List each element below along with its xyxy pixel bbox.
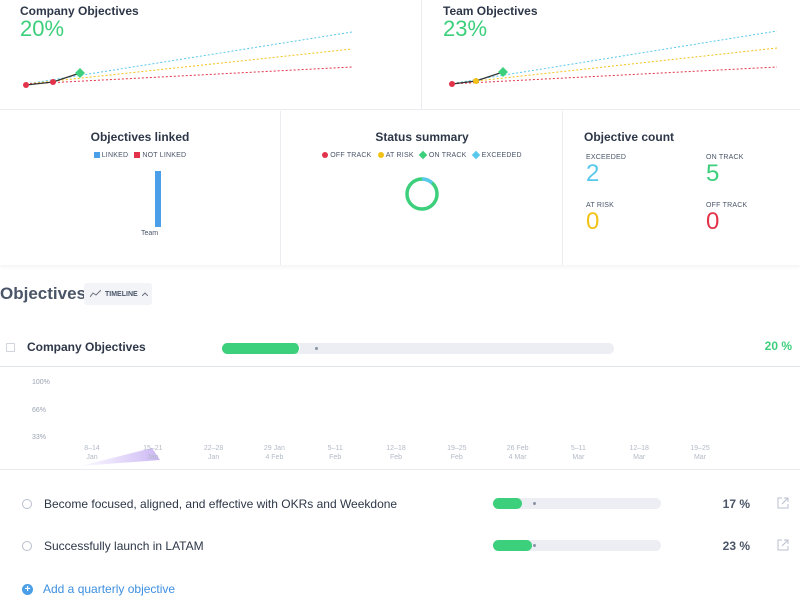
- objective-count-card: Objective count EXCEEDED 2 ON TRACK 5 AT…: [564, 111, 800, 265]
- timeline-view-button[interactable]: TIMELINE: [84, 283, 152, 305]
- status-summary-card: Status summary OFF TRACK AT RISK ON TRAC…: [282, 111, 563, 265]
- timeline-week-label: 5–11 Feb: [327, 445, 343, 461]
- company-objectives-title: Company Objectives: [20, 4, 139, 18]
- status-summary-legend: OFF TRACK AT RISK ON TRACK EXCEEDED: [282, 150, 562, 160]
- progress-expected-marker: [533, 544, 536, 547]
- objectives-linked-card: Objectives linked LINKED NOT LINKED Team: [0, 111, 281, 265]
- exceeded-trend-line: [448, 30, 778, 85]
- off-track-dot: [322, 152, 329, 158]
- objective-percent: 23 %: [722, 539, 750, 553]
- objectives-linked-legend: LINKED NOT LINKED: [0, 152, 280, 159]
- objective-row[interactable]: Successfully launch in LATAM 23 %: [0, 526, 800, 566]
- progress-point: [23, 82, 29, 88]
- company-progress-track: [222, 343, 614, 354]
- objective-progress-fill: [493, 540, 532, 551]
- objective-progress-track: [493, 540, 661, 551]
- off-track-count: OFF TRACK 0: [706, 202, 748, 235]
- at-risk-trend-line: [25, 48, 353, 85]
- objective-progress-fill: [493, 498, 522, 509]
- summary-row: Objectives linked LINKED NOT LINKED Team…: [0, 111, 800, 265]
- exceeded-segment: [421, 177, 434, 185]
- objective-trends: Company Objectives 20% Team Objectives 2…: [0, 0, 800, 110]
- at-risk-dot: [377, 152, 384, 158]
- progress-point: [473, 78, 479, 84]
- at-risk-trend-line: [448, 47, 778, 85]
- progress-point: [75, 68, 85, 78]
- legend-at-risk: AT RISK: [377, 152, 414, 159]
- company-objectives-row[interactable]: Company Objectives 20 %: [0, 327, 800, 367]
- company-icon: [6, 343, 15, 352]
- progress-point: [50, 79, 56, 85]
- on-track-count: ON TRACK 5: [706, 154, 744, 187]
- chevron-up-icon: [141, 292, 148, 296]
- y-axis-label: 33%: [32, 434, 47, 441]
- timeline-week-label: 29 Jan 4 Feb: [263, 445, 285, 461]
- status-circle[interactable]: [22, 499, 32, 509]
- exceeded-diamond: [471, 150, 480, 160]
- not-linked-swatch: [134, 152, 141, 158]
- team-linked-bar: [155, 171, 161, 227]
- progress-point: [449, 81, 455, 87]
- legend-not-linked: NOT LINKED: [134, 152, 186, 159]
- company-objectives-percent-label: 20 %: [764, 339, 792, 353]
- status-circle[interactable]: [22, 541, 32, 551]
- status-donut-chart: [405, 177, 439, 211]
- add-quarterly-objective-button[interactable]: + Add a quarterly objective: [22, 582, 175, 596]
- y-axis-label: 66%: [32, 407, 47, 414]
- status-summary-title: Status summary: [375, 130, 469, 144]
- team-objectives-title: Team Objectives: [443, 4, 538, 18]
- objective-count-title: Objective count: [584, 130, 675, 144]
- progress-expected-marker: [315, 347, 318, 350]
- objective-row[interactable]: Become focused, aligned, and effective w…: [0, 484, 800, 524]
- timeline-week-label: 26 Feb 4 Mar: [506, 445, 529, 461]
- timeline-week-label: 22–28 Jan: [203, 445, 224, 461]
- team-trend-chart: [448, 30, 778, 87]
- at-risk-count: AT RISK 0: [586, 202, 614, 235]
- team-bar-label: Team: [141, 230, 159, 237]
- objective-name[interactable]: Become focused, aligned, and effective w…: [44, 497, 398, 511]
- external-link-icon[interactable]: [777, 539, 789, 551]
- legend-off-track: OFF TRACK: [322, 152, 371, 159]
- external-link-icon[interactable]: [777, 497, 789, 509]
- timeline-week-label: 19–25 Mar: [690, 445, 710, 461]
- off-track-trend-line: [448, 66, 778, 85]
- team-objectives-card[interactable]: Team Objectives 23%: [423, 0, 800, 110]
- legend-on-track: ON TRACK: [418, 150, 467, 160]
- company-objectives-card[interactable]: Company Objectives 20%: [0, 0, 422, 110]
- company-objectives-name: Company Objectives: [27, 340, 146, 354]
- objectives-linked-title: Objectives linked: [90, 130, 190, 144]
- team-objectives-percent: 23%: [443, 16, 488, 41]
- timeline-progress-shape: [80, 448, 160, 466]
- y-axis-label: 100%: [32, 379, 50, 386]
- timeline-week-label: 8–14 Jan: [84, 445, 100, 461]
- objectives-timeline: 100% 66% 33% 8–14 Jan 15–21 Jan 22–28 Jan 29 J…: [0, 368, 800, 470]
- legend-exceeded: EXCEEDED: [471, 150, 522, 160]
- company-trend-chart: [23, 31, 353, 88]
- objective-progress-track: [493, 498, 661, 509]
- timeline-week-label: 12–18 Mar: [629, 445, 649, 461]
- legend-linked: LINKED: [93, 152, 129, 159]
- progress-expected-marker: [533, 502, 536, 505]
- exceeded-trend-line: [25, 31, 353, 85]
- linked-swatch: [93, 152, 100, 158]
- timeline-week-label: 5–11 Mar: [570, 445, 586, 461]
- add-objective-label: Add a quarterly objective: [43, 582, 176, 596]
- objective-name[interactable]: Successfully launch in LATAM: [44, 539, 204, 553]
- company-objectives-percent: 20%: [20, 16, 65, 41]
- timeline-week-label: 12–18 Feb: [386, 445, 406, 461]
- plus-icon: +: [22, 583, 33, 595]
- line-chart-icon: [90, 290, 101, 298]
- on-track-segment: [405, 177, 439, 211]
- progress-point: [498, 67, 508, 77]
- objective-percent: 17 %: [722, 497, 750, 511]
- company-progress-fill: [222, 343, 301, 354]
- objectives-heading: Objectives: [0, 284, 86, 303]
- timeline-week-label: 15–21 Jan: [143, 445, 163, 461]
- exceeded-count: EXCEEDED 2: [586, 154, 627, 187]
- timeline-week-label: 19–25 Feb: [447, 445, 467, 461]
- off-track-trend-line: [25, 66, 353, 85]
- on-track-diamond: [418, 150, 428, 160]
